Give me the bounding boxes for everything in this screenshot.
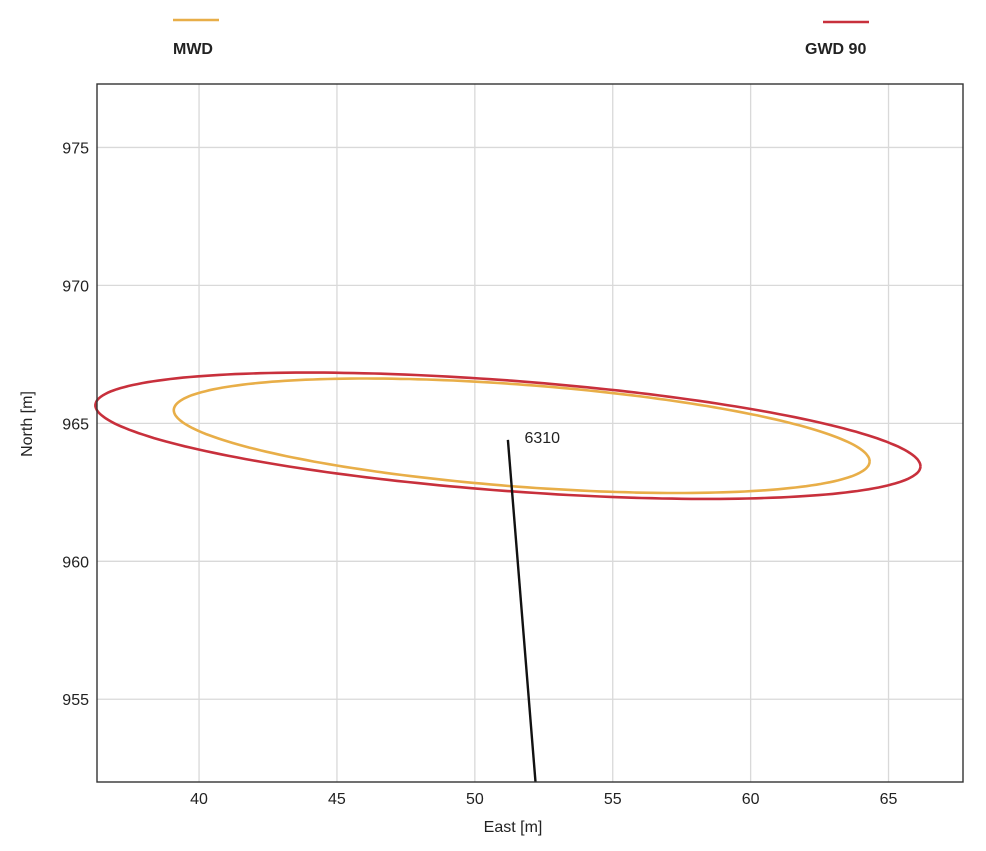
annotation-label: 6310 bbox=[524, 430, 560, 447]
y-tick-label-965: 965 bbox=[62, 416, 89, 433]
legend-label-gwd-90: GWD 90 bbox=[805, 41, 866, 58]
legend-item-mwd[interactable]: MWD bbox=[173, 18, 219, 58]
y-axis-title: North [m] bbox=[19, 391, 36, 457]
x-tick-label-55: 55 bbox=[604, 791, 622, 808]
legend-item-gwd-90[interactable]: GWD 90 bbox=[805, 20, 869, 58]
ellipse-mwd bbox=[172, 377, 871, 495]
y-tick-label-955: 955 bbox=[62, 692, 89, 709]
well-path-line bbox=[506, 439, 537, 783]
grid-vertical bbox=[198, 84, 890, 782]
x-tick-label-60: 60 bbox=[742, 791, 760, 808]
plot-area bbox=[97, 84, 963, 782]
annotations: 6310 bbox=[524, 430, 560, 447]
x-axis-title: East [m] bbox=[484, 819, 543, 836]
x-tick-label-65: 65 bbox=[880, 791, 898, 808]
y-tick-label-975: 975 bbox=[62, 140, 89, 157]
x-tick-label-45: 45 bbox=[328, 791, 346, 808]
y-tick-labels: 955 960 965 970 975 bbox=[62, 140, 89, 709]
ellipse-gwd-90 bbox=[94, 371, 922, 501]
y-tick-label-970: 970 bbox=[62, 278, 89, 295]
x-tick-label-50: 50 bbox=[466, 791, 484, 808]
legend-label-mwd: MWD bbox=[173, 41, 213, 58]
series-layer bbox=[94, 371, 922, 783]
legend: MWD GWD 90 bbox=[173, 18, 869, 58]
plot-frame bbox=[96, 83, 964, 783]
x-tick-label-40: 40 bbox=[190, 791, 208, 808]
x-tick-labels: 40 45 50 55 60 65 bbox=[190, 791, 897, 808]
y-tick-label-960: 960 bbox=[62, 554, 89, 571]
